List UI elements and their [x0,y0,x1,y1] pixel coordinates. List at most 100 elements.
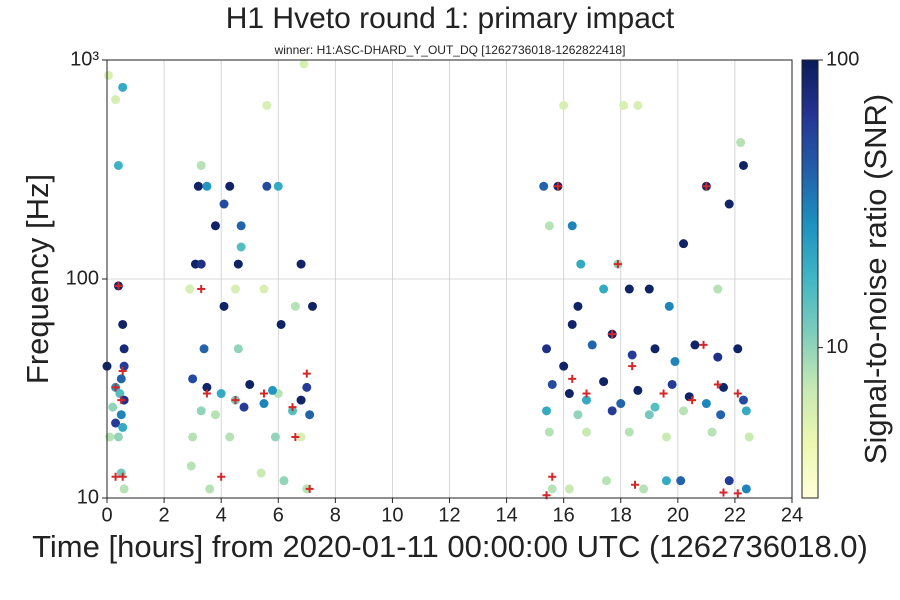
event-point [188,432,198,442]
event-point [559,100,569,110]
event-point [679,406,689,416]
vetoed-marker [118,472,127,481]
event-point [736,138,746,148]
vetoed-marker [719,488,728,497]
plot-frame [106,59,793,499]
event-point [644,410,654,420]
x-tick-label: 2 [159,504,170,526]
vetoed-marker [702,182,711,191]
colorbar [801,59,819,499]
event-point [199,344,209,354]
event-point [239,402,249,412]
event-point [210,221,220,231]
event-point [219,199,229,209]
vetoed-marker [302,369,311,378]
event-point [576,259,586,269]
event-point [262,100,272,110]
event-point [118,422,128,432]
event-point [650,402,660,412]
event-point [738,160,748,170]
event-point [664,301,674,311]
event-point [573,301,583,311]
event-point [118,82,128,92]
event-point [733,344,743,354]
vetoed-marker [553,182,562,191]
event-point [273,181,283,191]
event-point [262,181,272,191]
event-point [188,374,198,384]
vetoed-marker [202,389,211,398]
event-point [225,432,235,442]
x-tick-label: 4 [216,504,227,526]
y-tick-label: 100 [66,267,99,289]
event-point [582,427,591,437]
event-point [690,340,700,350]
x-axis-label: Time [hours] from 2020-01-11 00:00:00 UT… [32,529,868,564]
event-point [290,301,300,311]
event-point [676,476,686,486]
event-point [667,379,677,389]
event-point [196,406,206,416]
event-point [245,379,255,389]
event-point [185,284,195,294]
scatter-layer [102,59,754,500]
event-point [256,468,266,478]
vetoed-marker [259,389,268,398]
event-point [633,385,643,395]
event-point [544,221,554,231]
event-point [661,476,671,486]
event-point [225,181,235,191]
x-tick-label: 6 [273,504,284,526]
event-point [567,319,577,329]
event-point [210,410,220,420]
event-point [738,395,748,405]
chart-title: H1 Hveto round 1: primary impact [226,2,675,35]
event-point [701,399,711,409]
event-point [741,484,751,494]
event-point [202,181,212,191]
event-point [624,427,634,437]
event-point [741,406,751,416]
event-point [105,432,115,442]
event-point [564,484,574,494]
event-point [599,284,609,294]
event-point [296,259,306,269]
event-point [205,484,215,494]
x-tick-label: 8 [330,504,341,526]
event-point [279,476,289,486]
event-point [619,100,629,110]
event-point [196,160,206,170]
event-point [724,476,734,486]
event-point [119,344,129,354]
colorbar-tick-label: 10 [826,336,848,358]
vetoed-marker [608,330,617,339]
event-point [644,284,654,294]
event-point [296,432,306,442]
vetoed-marker [688,396,697,405]
x-tick-label: 10 [381,504,403,526]
event-point [115,389,125,399]
y-tick-label: 10 [77,486,99,508]
event-point [193,181,203,191]
vetoed-marker [699,340,708,349]
vetoed-marker [111,383,120,392]
event-point [639,484,649,494]
event-point [186,461,196,471]
vetoed-marker [291,432,300,441]
vetoed-marker [118,367,127,376]
event-point [633,100,643,110]
event-point [707,427,717,437]
event-point [542,406,552,416]
event-point [259,284,269,294]
event-point [724,199,734,209]
event-point [196,259,206,269]
event-point [111,95,121,105]
event-point [259,399,269,409]
event-point [236,221,246,231]
y-axis-label: Frequency [Hz] [20,174,55,384]
event-point [582,395,591,405]
event-point [624,284,634,294]
x-tick-label: 20 [667,504,689,526]
vetoed-marker [114,281,123,290]
